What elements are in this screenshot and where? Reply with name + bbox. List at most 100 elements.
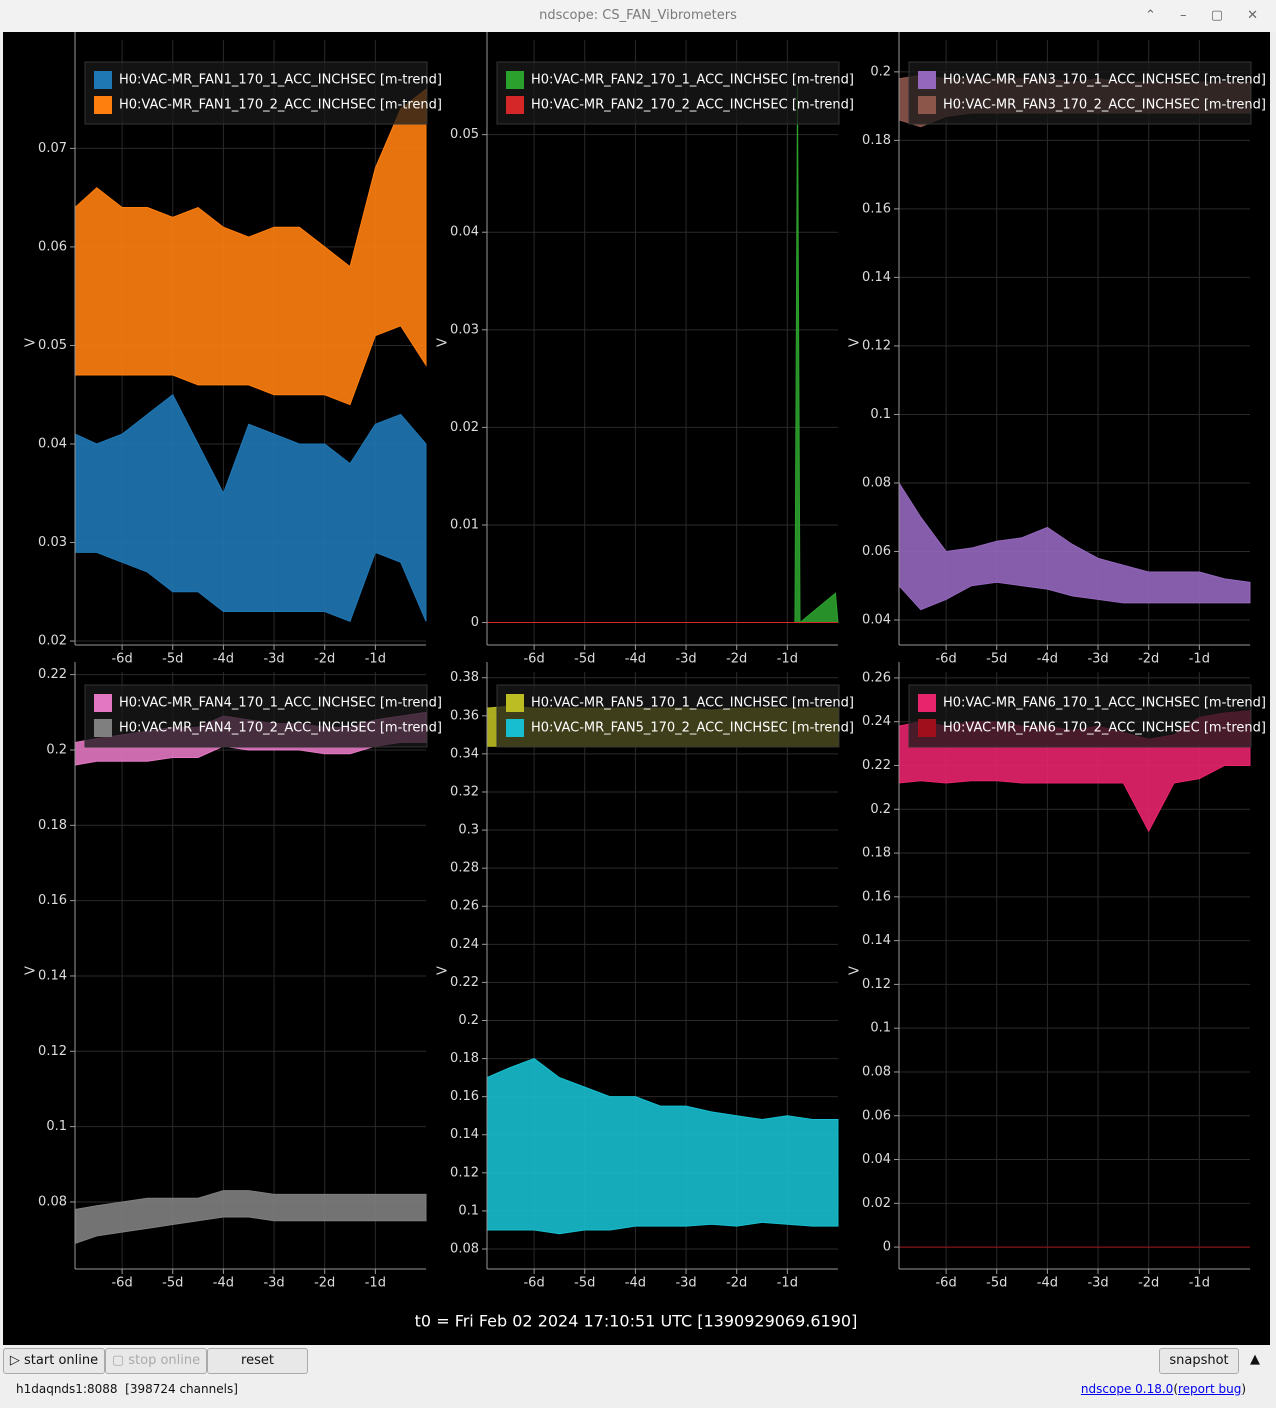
y-tick-label: 0.16	[38, 893, 67, 908]
version-link[interactable]: ndscope 0.18.0	[1080, 1382, 1174, 1396]
y-tick-label: 0.01	[450, 517, 479, 532]
y-tick-label: 0.03	[38, 535, 67, 550]
y-tick-label: 0.32	[450, 784, 479, 799]
y-axis-label: V	[436, 338, 451, 347]
legend-swatch	[94, 71, 112, 89]
y-tick-label: 0.2	[458, 1013, 479, 1028]
legend-swatch	[506, 71, 524, 89]
y-tick-label: 0.2	[870, 64, 891, 79]
x-tick-label: -6d	[523, 652, 544, 667]
window-controls[interactable]: ⌃ – ▢ ✕	[1145, 8, 1268, 23]
server-status: h1daqnds1:8088 [398724 channels]	[16, 1382, 238, 1396]
trend-band	[74, 1190, 427, 1245]
y-tick-label: 0.08	[38, 1194, 67, 1209]
x-tick-label: -2d	[1138, 1276, 1159, 1291]
y-tick-label: 0.04	[450, 225, 479, 240]
x-tick-label: -2d	[726, 652, 747, 667]
y-tick-label: 0.12	[38, 1044, 67, 1059]
legend-label: H0:VAC-MR_FAN5_170_1_ACC_INCHSEC [m-tren…	[531, 696, 854, 711]
legend-label: H0:VAC-MR_FAN1_170_1_ACC_INCHSEC [m-tren…	[119, 73, 442, 88]
y-tick-label: 0	[883, 1240, 891, 1255]
y-tick-label: 0.16	[862, 201, 891, 216]
legend-label: H0:VAC-MR_FAN1_170_2_ACC_INCHSEC [m-tren…	[119, 98, 442, 113]
x-tick-label: -3d	[1087, 652, 1108, 667]
y-tick-label: 0.03	[450, 322, 479, 337]
legend-swatch	[94, 719, 112, 737]
y-tick-label: 0.1	[458, 1203, 479, 1218]
x-tick-label: -4d	[625, 1276, 646, 1291]
y-axis-label: V	[24, 338, 39, 347]
y-tick-label: 0.16	[450, 1089, 479, 1104]
x-tick-label: -1d	[1189, 652, 1210, 667]
trend-band	[898, 481, 1251, 611]
x-tick-label: -3d	[675, 1276, 696, 1291]
stop-online-button[interactable]: ▢ stop online	[105, 1348, 207, 1374]
reset-button[interactable]: reset	[207, 1348, 308, 1374]
x-tick-label: -5d	[574, 1276, 595, 1291]
x-tick-label: -1d	[777, 1276, 798, 1291]
y-tick-label: 0.08	[862, 475, 891, 490]
legend-label: H0:VAC-MR_FAN6_170_2_ACC_INCHSEC [m-tren…	[943, 721, 1266, 736]
expand-button[interactable]: ▲	[1250, 1352, 1260, 1367]
trend-band	[486, 1058, 839, 1235]
legend-swatch	[94, 694, 112, 712]
legend-label: H0:VAC-MR_FAN5_170_2_ACC_INCHSEC [m-tren…	[531, 721, 854, 736]
y-tick-label: 0.18	[38, 818, 67, 833]
y-tick-label: 0.02	[862, 1196, 891, 1211]
y-tick-label: 0.02	[38, 634, 67, 649]
y-tick-label: 0.28	[450, 861, 479, 876]
y-tick-label: 0.12	[450, 1165, 479, 1180]
x-tick-label: -5d	[574, 652, 595, 667]
y-tick-label: 0.24	[862, 714, 891, 729]
y-tick-label: 0.26	[862, 670, 891, 685]
x-tick-label: -4d	[213, 1276, 234, 1291]
y-tick-label: 0.04	[38, 436, 67, 451]
y-tick-label: 0.14	[862, 270, 891, 285]
start-online-button[interactable]: ▷ start online	[3, 1348, 105, 1374]
y-axis-label: V	[848, 338, 863, 347]
y-tick-label: 0.22	[450, 975, 479, 990]
y-tick-label: 0.1	[870, 407, 891, 422]
legend-label: H0:VAC-MR_FAN4_170_1_ACC_INCHSEC [m-tren…	[119, 696, 442, 711]
x-tick-label: -1d	[777, 652, 798, 667]
y-tick-label: 0.36	[450, 708, 479, 723]
x-tick-label: -6d	[523, 1276, 544, 1291]
y-tick-label: 0.04	[862, 612, 891, 627]
x-tick-label: -2d	[314, 1276, 335, 1291]
y-tick-label: 0.3	[458, 823, 479, 838]
x-tick-label: -4d	[213, 652, 234, 667]
y-tick-label: 0.18	[450, 1051, 479, 1066]
y-tick-label: 0.16	[862, 889, 891, 904]
legend-box	[908, 61, 1252, 125]
y-tick-label: 0.06	[862, 1108, 891, 1123]
paren: )	[1241, 1382, 1246, 1396]
snapshot-button[interactable]: snapshot	[1159, 1348, 1239, 1374]
x-tick-label: -1d	[365, 652, 386, 667]
y-tick-label: 0.18	[862, 846, 891, 861]
x-tick-label: -2d	[314, 652, 335, 667]
legend-box	[84, 61, 428, 125]
y-tick-label: 0.06	[38, 239, 67, 254]
y-tick-label: 0.08	[862, 1064, 891, 1079]
y-tick-label: 0.2	[870, 802, 891, 817]
x-tick-label: -1d	[1189, 1276, 1210, 1291]
y-tick-label: 0.34	[450, 746, 479, 761]
report-bug-link[interactable]: report bug	[1178, 1382, 1242, 1396]
x-tick-label: -6d	[935, 652, 956, 667]
trend-band	[74, 88, 427, 406]
legend-label: H0:VAC-MR_FAN2_170_1_ACC_INCHSEC [m-tren…	[531, 73, 854, 88]
legend-swatch	[918, 71, 936, 89]
legend-swatch	[918, 96, 936, 114]
y-tick-label: 0.12	[862, 977, 891, 992]
legend-swatch	[506, 694, 524, 712]
legend-box	[496, 684, 840, 748]
x-tick-label: -4d	[1037, 1276, 1058, 1291]
plot-area: t0 = Fri Feb 02 2024 17:10:51 UTC [13909…	[3, 32, 1270, 1345]
x-tick-label: -4d	[1037, 652, 1058, 667]
y-tick-label: 0.12	[862, 338, 891, 353]
x-tick-label: -3d	[263, 1276, 284, 1291]
y-tick-label: 0.08	[450, 1242, 479, 1257]
x-tick-label: -3d	[675, 652, 696, 667]
window-title: ndscope: CS_FAN_Vibrometers	[539, 8, 737, 23]
y-tick-label: 0.1	[870, 1021, 891, 1036]
